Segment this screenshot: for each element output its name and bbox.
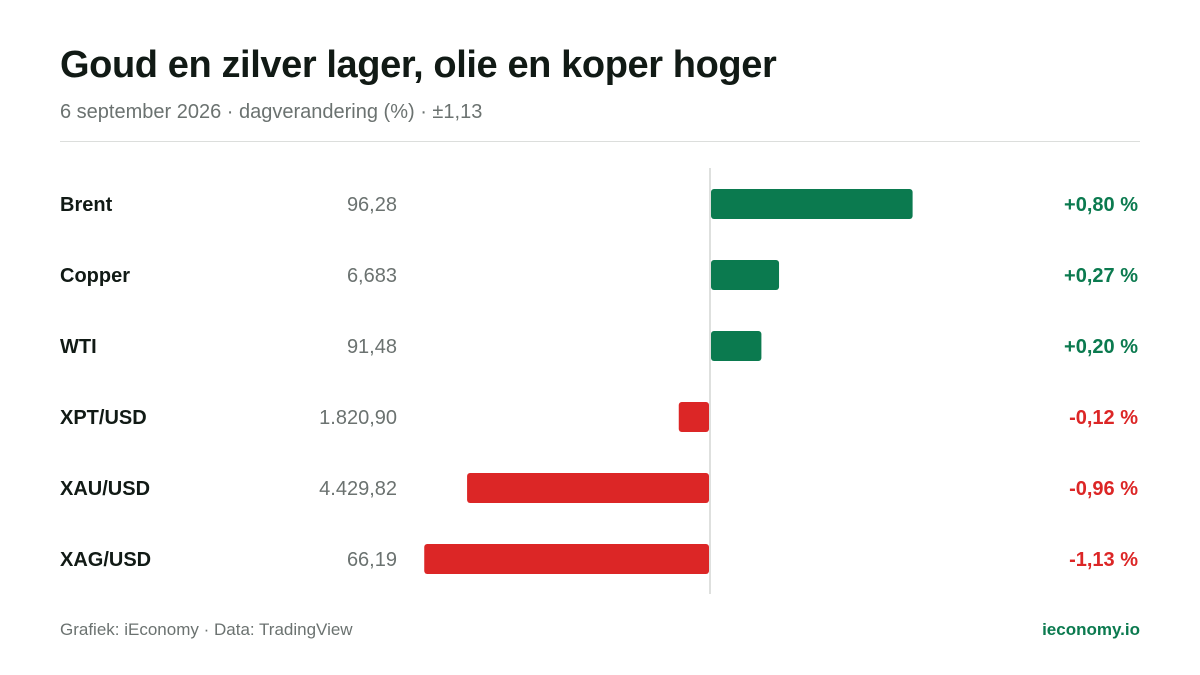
category-label: XAG/USD xyxy=(60,549,151,571)
bar xyxy=(711,260,780,290)
bar xyxy=(424,544,709,574)
price-label: 4.429,82 xyxy=(319,478,397,500)
page-title: Goud en zilver lager, olie en koper hoge… xyxy=(60,44,777,86)
value-label: -1,13 % xyxy=(1069,549,1138,571)
price-label: 96,28 xyxy=(347,194,397,216)
footer-source: Grafiek: iEconomy · Data: TradingView xyxy=(60,620,353,639)
price-label: 66,19 xyxy=(347,549,397,571)
page-subtitle: 6 september 2026 · dagverandering (%) · … xyxy=(60,101,483,123)
category-label: XPT/USD xyxy=(60,407,147,429)
bar xyxy=(678,402,709,432)
bar xyxy=(711,331,762,361)
price-label: 1.820,90 xyxy=(319,407,397,429)
footer-brand-link[interactable]: ieconomy.io xyxy=(1042,620,1140,639)
value-label: -0,12 % xyxy=(1069,407,1138,429)
value-label: -0,96 % xyxy=(1069,478,1138,500)
value-label: +0,80 % xyxy=(1064,194,1138,216)
price-label: 6,683 xyxy=(347,265,397,287)
value-label: +0,20 % xyxy=(1064,336,1138,358)
bar xyxy=(711,189,913,219)
category-label: Brent xyxy=(60,194,113,216)
price-label: 91,48 xyxy=(347,336,397,358)
category-label: WTI xyxy=(60,336,97,358)
category-label: XAU/USD xyxy=(60,478,150,500)
header-divider xyxy=(60,141,1140,142)
value-label: +0,27 % xyxy=(1064,265,1138,287)
bar xyxy=(467,473,709,503)
category-label: Copper xyxy=(60,265,130,287)
